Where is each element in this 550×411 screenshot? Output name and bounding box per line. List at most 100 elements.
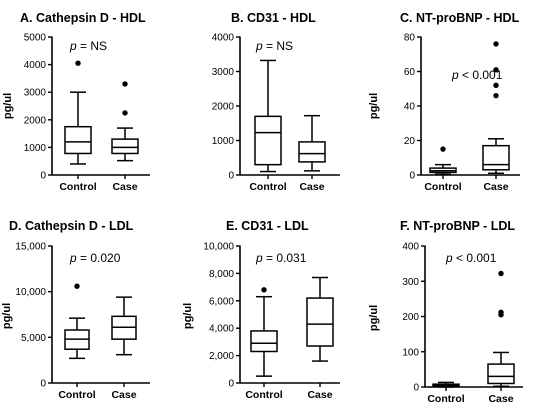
box-iqr [64, 125, 92, 155]
x-category-label: Control [249, 181, 286, 193]
p-value-text: < 0.001 [453, 251, 497, 265]
box-control [254, 59, 282, 173]
x-category-label: Case [307, 389, 332, 401]
y-tick-label: 60 [404, 67, 416, 78]
outlier-point [493, 82, 499, 89]
box-iqr [254, 115, 282, 166]
y-tick-label: 0 [409, 171, 415, 182]
outlier-point [74, 283, 80, 289]
p-value-annotation: p = 0.031 [255, 251, 307, 265]
p-value-symbol: p [69, 39, 77, 53]
x-category-label: Control [59, 181, 96, 193]
y-axis-label: pg/ul [368, 305, 380, 331]
p-value-annotation: p = 0.020 [69, 251, 121, 265]
p-value-annotation: p = NS [69, 39, 107, 53]
p-value-text: = 0.020 [77, 251, 121, 265]
y-tick-label: 80 [404, 33, 416, 44]
box-control [64, 60, 92, 165]
y-tick-label: 0 [40, 379, 46, 390]
outlier-point [122, 110, 128, 116]
chart-panel-4: D. Cathepsin D - LDL pg/ul 0 5,000 10,000 15,… [1, 219, 150, 401]
y-tick-label: 8,000 [209, 269, 234, 280]
y-tick-label: 2000 [212, 102, 235, 113]
y-axis-label: pg/ul [2, 93, 14, 119]
p-value-symbol: p [255, 39, 263, 53]
p-value-text: < 0.001 [459, 68, 503, 82]
outlier-point [440, 146, 446, 152]
p-value-annotation: p < 0.001 [451, 68, 503, 82]
box-case [482, 41, 510, 175]
chart-title: F. NT-proBNP - LDL [400, 219, 515, 233]
chart-panel-1: A. Cathepsin D - HDL pg/ul 0 1000 2000 3000 40… [2, 11, 150, 193]
outlier-point [261, 287, 267, 293]
p-value-annotation: p < 0.001 [445, 251, 497, 265]
y-tick-label: 4,000 [209, 324, 234, 335]
y-tick-label: 10,000 [15, 287, 46, 298]
outlier-point [122, 81, 128, 87]
outlier-point [498, 309, 504, 315]
chart-title: E. CD31 - LDL [226, 219, 309, 233]
y-tick-label: 15,000 [15, 242, 46, 253]
p-value-annotation: p = NS [255, 39, 293, 53]
box-control [429, 146, 457, 175]
box-iqr [298, 141, 326, 163]
box-case [111, 81, 139, 162]
outlier-point [498, 270, 504, 277]
y-tick-label: 40 [404, 102, 416, 113]
chart-panel-6: F. NT-proBNP - LDL pg/ul 0 100 200 300 400 Cont… [368, 219, 523, 405]
y-tick-label: 1000 [24, 143, 47, 154]
y-tick-label: 6,000 [209, 296, 234, 307]
y-tick-label: 300 [402, 277, 419, 288]
y-tick-label: 0 [40, 171, 46, 182]
box-control [64, 283, 90, 360]
box-control [250, 287, 278, 377]
p-value-text: = NS [77, 39, 107, 53]
chart-title: A. Cathepsin D - HDL [20, 11, 146, 25]
outlier-point [493, 67, 499, 73]
y-tick-label: 100 [402, 347, 419, 358]
p-value-text: = 0.031 [263, 251, 307, 265]
y-tick-label: 3000 [212, 67, 235, 78]
p-value-symbol: p [451, 68, 459, 82]
y-tick-label: 2000 [24, 115, 47, 126]
box-iqr [111, 138, 139, 155]
box-control [432, 381, 460, 388]
y-tick-label: 5000 [24, 33, 47, 44]
chart-panel-5: E. CD31 - LDL pg/ul 0 2,000 4,000 6,000 8,000 1… [182, 219, 340, 401]
box-case [298, 114, 326, 172]
x-category-label: Control [427, 393, 464, 405]
y-tick-label: 0 [228, 171, 234, 182]
box-iqr [306, 297, 334, 347]
p-value-symbol: p [255, 251, 263, 265]
box-case [306, 276, 334, 362]
y-axis-label: pg/ul [368, 93, 380, 119]
x-category-label: Case [483, 181, 508, 193]
y-axis-label: pg/ul [182, 303, 194, 329]
x-category-label: Case [111, 389, 136, 401]
box-case [111, 296, 137, 356]
chart-title: B. CD31 - HDL [231, 11, 316, 25]
x-category-label: Control [424, 181, 461, 193]
chart-panel-3: C. NT-proBNP - HDL pg/ul 0 20 40 60 80 Control C… [368, 11, 520, 193]
outlier-point [493, 92, 499, 99]
y-tick-label: 3000 [24, 88, 47, 99]
chart-title: D. Cathepsin D - LDL [9, 219, 134, 233]
x-category-label: Control [58, 389, 95, 401]
y-axis-label: pg/ul [1, 303, 13, 329]
y-tick-label: 400 [402, 242, 419, 253]
p-value-symbol: p [69, 251, 77, 265]
y-tick-label: 4000 [212, 33, 235, 44]
box-iqr [487, 363, 515, 385]
y-tick-label: 0 [228, 379, 234, 390]
outlier-point [75, 60, 81, 66]
box-iqr [250, 330, 278, 353]
x-category-label: Control [245, 389, 282, 401]
box-case [487, 270, 515, 388]
y-tick-label: 1000 [212, 136, 235, 147]
y-tick-label: 2,000 [209, 351, 234, 362]
y-tick-label: 5,000 [21, 333, 46, 344]
y-tick-label: 20 [404, 136, 416, 147]
outlier-point [493, 41, 499, 47]
x-category-label: Case [488, 393, 513, 405]
